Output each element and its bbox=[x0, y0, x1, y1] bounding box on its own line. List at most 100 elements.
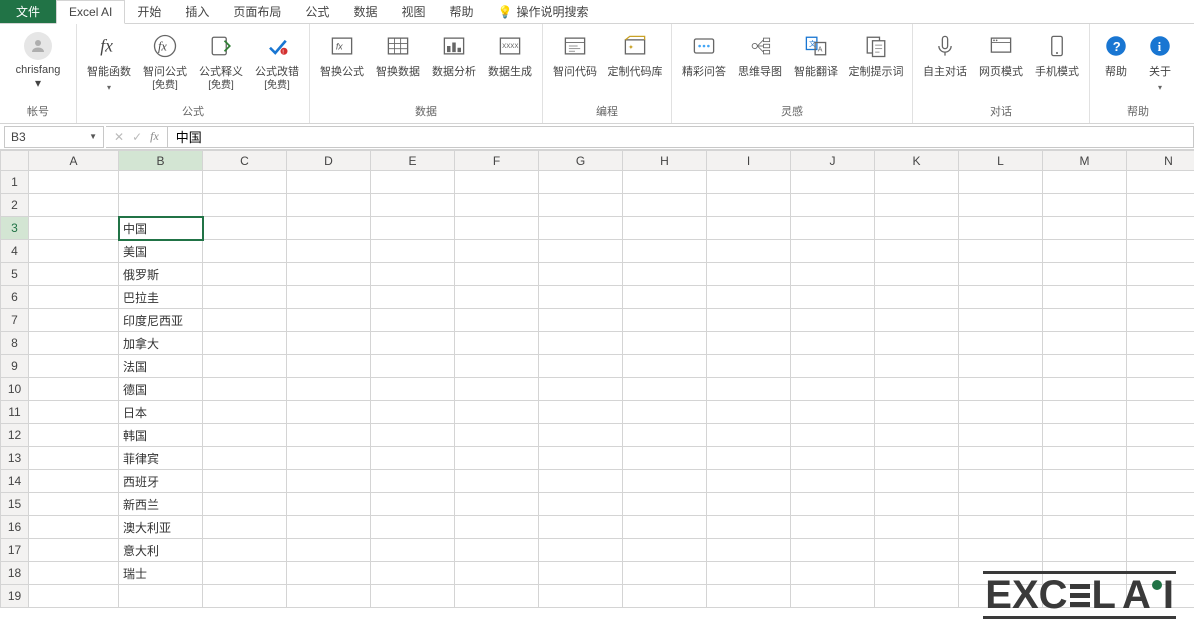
cell-D4[interactable] bbox=[287, 240, 371, 263]
cell-B11[interactable]: 日本 bbox=[119, 401, 203, 424]
cell-I18[interactable] bbox=[707, 562, 791, 585]
cell-E13[interactable] bbox=[371, 447, 455, 470]
cell-A10[interactable] bbox=[29, 378, 119, 401]
column-header-D[interactable]: D bbox=[287, 151, 371, 171]
cell-B17[interactable]: 意大利 bbox=[119, 539, 203, 562]
cell-I11[interactable] bbox=[707, 401, 791, 424]
cell-B13[interactable]: 菲律宾 bbox=[119, 447, 203, 470]
cell-M8[interactable] bbox=[1043, 332, 1127, 355]
cell-F5[interactable] bbox=[455, 263, 539, 286]
cell-D13[interactable] bbox=[287, 447, 371, 470]
cell-H12[interactable] bbox=[623, 424, 707, 447]
cell-D19[interactable] bbox=[287, 585, 371, 608]
cell-E16[interactable] bbox=[371, 516, 455, 539]
btn-auto-chat[interactable]: 自主对话 bbox=[919, 28, 971, 81]
cell-G13[interactable] bbox=[539, 447, 623, 470]
cell-I16[interactable] bbox=[707, 516, 791, 539]
btn-ask-code[interactable]: 智问代码 bbox=[549, 28, 601, 81]
cell-E11[interactable] bbox=[371, 401, 455, 424]
cell-H1[interactable] bbox=[623, 171, 707, 194]
cell-L14[interactable] bbox=[959, 470, 1043, 493]
cell-H13[interactable] bbox=[623, 447, 707, 470]
cell-H16[interactable] bbox=[623, 516, 707, 539]
cell-L16[interactable] bbox=[959, 516, 1043, 539]
cell-F7[interactable] bbox=[455, 309, 539, 332]
tab-home[interactable]: 开始 bbox=[125, 0, 173, 23]
column-header-C[interactable]: C bbox=[203, 151, 287, 171]
cell-K4[interactable] bbox=[875, 240, 959, 263]
cell-H11[interactable] bbox=[623, 401, 707, 424]
cell-A5[interactable] bbox=[29, 263, 119, 286]
cell-F16[interactable] bbox=[455, 516, 539, 539]
cell-D14[interactable] bbox=[287, 470, 371, 493]
cell-K5[interactable] bbox=[875, 263, 959, 286]
cell-E19[interactable] bbox=[371, 585, 455, 608]
cell-M4[interactable] bbox=[1043, 240, 1127, 263]
cell-K7[interactable] bbox=[875, 309, 959, 332]
cell-L4[interactable] bbox=[959, 240, 1043, 263]
cell-D11[interactable] bbox=[287, 401, 371, 424]
cell-N3[interactable] bbox=[1127, 217, 1194, 240]
cell-B8[interactable]: 加拿大 bbox=[119, 332, 203, 355]
btn-ask-formula[interactable]: fx 智问公式 [免费] bbox=[139, 28, 191, 95]
tab-formula[interactable]: 公式 bbox=[293, 0, 341, 23]
cell-D10[interactable] bbox=[287, 378, 371, 401]
cell-B5[interactable]: 俄罗斯 bbox=[119, 263, 203, 286]
cell-B10[interactable]: 德国 bbox=[119, 378, 203, 401]
column-header-H[interactable]: H bbox=[623, 151, 707, 171]
cell-G4[interactable] bbox=[539, 240, 623, 263]
cell-E3[interactable] bbox=[371, 217, 455, 240]
cell-J13[interactable] bbox=[791, 447, 875, 470]
cell-F11[interactable] bbox=[455, 401, 539, 424]
cell-N2[interactable] bbox=[1127, 194, 1194, 217]
cell-K12[interactable] bbox=[875, 424, 959, 447]
row-header-9[interactable]: 9 bbox=[1, 355, 29, 378]
cell-I3[interactable] bbox=[707, 217, 791, 240]
cell-D1[interactable] bbox=[287, 171, 371, 194]
cell-H15[interactable] bbox=[623, 493, 707, 516]
column-header-A[interactable]: A bbox=[29, 151, 119, 171]
cell-E8[interactable] bbox=[371, 332, 455, 355]
cell-J5[interactable] bbox=[791, 263, 875, 286]
cell-D2[interactable] bbox=[287, 194, 371, 217]
row-header-4[interactable]: 4 bbox=[1, 240, 29, 263]
cell-N14[interactable] bbox=[1127, 470, 1194, 493]
cell-H9[interactable] bbox=[623, 355, 707, 378]
cell-K8[interactable] bbox=[875, 332, 959, 355]
btn-data-generate[interactable]: XXXX 数据生成 bbox=[484, 28, 536, 81]
cell-J2[interactable] bbox=[791, 194, 875, 217]
cell-B4[interactable]: 美国 bbox=[119, 240, 203, 263]
cell-N12[interactable] bbox=[1127, 424, 1194, 447]
cell-K18[interactable] bbox=[875, 562, 959, 585]
cell-H17[interactable] bbox=[623, 539, 707, 562]
btn-swap-formula[interactable]: fx 智换公式 bbox=[316, 28, 368, 81]
cell-C6[interactable] bbox=[203, 286, 287, 309]
column-header-I[interactable]: I bbox=[707, 151, 791, 171]
column-header-F[interactable]: F bbox=[455, 151, 539, 171]
cell-A13[interactable] bbox=[29, 447, 119, 470]
cell-C2[interactable] bbox=[203, 194, 287, 217]
cell-M16[interactable] bbox=[1043, 516, 1127, 539]
cell-N15[interactable] bbox=[1127, 493, 1194, 516]
cell-C10[interactable] bbox=[203, 378, 287, 401]
row-header-13[interactable]: 13 bbox=[1, 447, 29, 470]
cell-C14[interactable] bbox=[203, 470, 287, 493]
cell-H10[interactable] bbox=[623, 378, 707, 401]
cell-F12[interactable] bbox=[455, 424, 539, 447]
cell-C13[interactable] bbox=[203, 447, 287, 470]
cell-L11[interactable] bbox=[959, 401, 1043, 424]
cell-F3[interactable] bbox=[455, 217, 539, 240]
cell-I2[interactable] bbox=[707, 194, 791, 217]
row-header-11[interactable]: 11 bbox=[1, 401, 29, 424]
tell-me-search[interactable]: 💡 操作说明搜索 bbox=[485, 0, 600, 23]
cell-E6[interactable] bbox=[371, 286, 455, 309]
cell-G17[interactable] bbox=[539, 539, 623, 562]
cell-M15[interactable] bbox=[1043, 493, 1127, 516]
cell-J14[interactable] bbox=[791, 470, 875, 493]
cell-K10[interactable] bbox=[875, 378, 959, 401]
cell-J11[interactable] bbox=[791, 401, 875, 424]
cell-J19[interactable] bbox=[791, 585, 875, 608]
cell-C17[interactable] bbox=[203, 539, 287, 562]
cell-A11[interactable] bbox=[29, 401, 119, 424]
cell-D3[interactable] bbox=[287, 217, 371, 240]
